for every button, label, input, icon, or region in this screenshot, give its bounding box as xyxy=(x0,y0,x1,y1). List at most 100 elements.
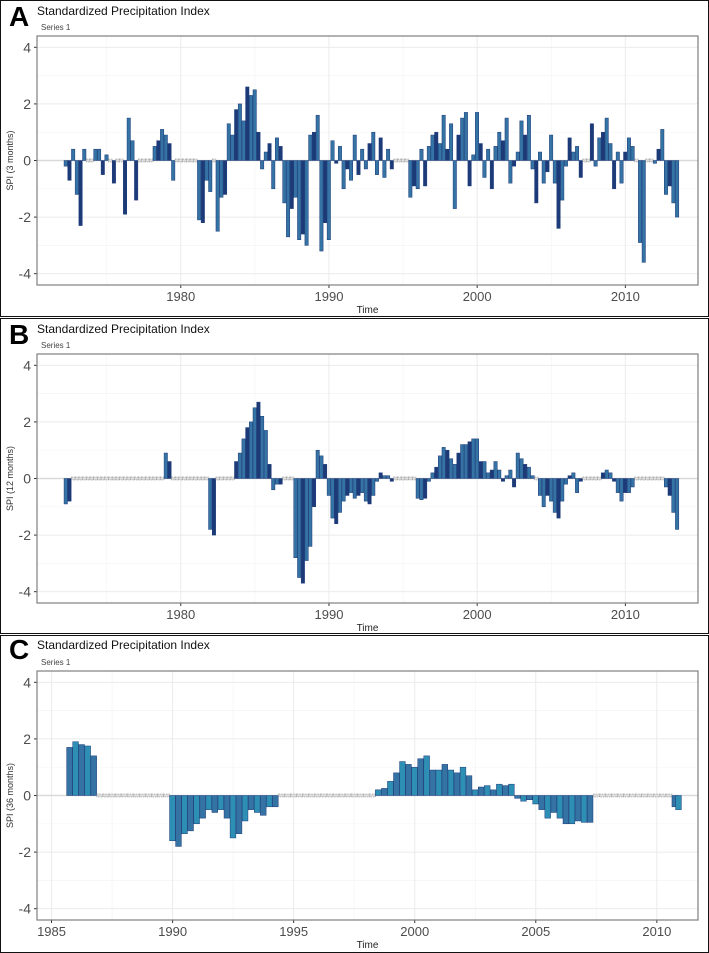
zero-bar xyxy=(163,793,170,798)
zero-bar xyxy=(71,476,76,481)
zero-bar xyxy=(74,476,80,481)
spi-bar xyxy=(526,795,533,800)
spi-chart-a: 1980 1990 2000 2010 4 2 0 -2 -4 Time SPI (3 months… xyxy=(5,35,699,316)
spi-bar xyxy=(278,478,283,485)
spi-bar xyxy=(319,455,324,479)
spi-bar xyxy=(405,764,412,796)
zero-bar xyxy=(284,793,291,798)
zero-bar xyxy=(656,476,661,481)
spi-bar xyxy=(482,461,487,479)
spi-bar xyxy=(449,458,454,479)
zero-bar xyxy=(652,476,658,481)
zero-bar xyxy=(665,793,673,798)
spi-bar xyxy=(467,160,472,187)
spi-bar xyxy=(619,478,624,502)
spi-bar xyxy=(550,795,557,813)
spi-bar xyxy=(630,478,635,488)
spi-bar xyxy=(387,781,394,796)
zero-bar xyxy=(408,476,413,481)
zero-bar xyxy=(97,476,102,481)
spi-bar xyxy=(341,160,346,190)
spi-bar xyxy=(526,114,531,161)
spi-bar xyxy=(297,478,302,578)
spi-bar xyxy=(441,764,448,796)
spi-bar xyxy=(175,795,182,847)
zero-bar xyxy=(104,476,109,481)
spi-bar xyxy=(586,795,594,823)
zero-bar xyxy=(400,476,406,481)
spi-bar xyxy=(549,478,554,502)
spi-bar xyxy=(545,160,550,173)
spi-bar xyxy=(315,449,320,479)
x-tick-label: 2005 xyxy=(521,924,550,939)
plot-frame xyxy=(36,670,699,921)
spi-bar xyxy=(538,478,542,496)
spi-bar xyxy=(274,137,279,161)
spi-bar xyxy=(441,447,446,479)
spi-bar xyxy=(371,478,376,496)
panel-c: 1985 1990 1995 2000 2005 2010 4 2 0 -2 -4 Time SPI (… xyxy=(0,634,709,953)
spi-bar xyxy=(552,478,557,513)
zero-bar xyxy=(119,476,124,481)
zero-bar xyxy=(660,476,665,481)
spi-bar xyxy=(282,160,287,204)
spi-bar xyxy=(289,160,294,209)
spi-bar xyxy=(478,143,483,161)
spi-bar xyxy=(386,148,391,161)
zero-bar xyxy=(148,476,154,481)
zero-bar xyxy=(350,793,358,798)
zero-bar xyxy=(82,476,87,481)
zero-bar xyxy=(119,158,124,163)
spi-bar xyxy=(193,795,200,825)
zero-bar xyxy=(338,793,346,798)
spi-bar xyxy=(312,478,316,508)
panel-label: B xyxy=(9,319,30,350)
spi-bar xyxy=(223,160,228,195)
spi-bar xyxy=(484,785,491,796)
spi-bar xyxy=(508,160,513,184)
y-tick-label: 2 xyxy=(23,731,31,747)
spi-bar xyxy=(534,160,539,204)
spi-bar xyxy=(623,151,628,161)
spi-bar xyxy=(378,472,383,479)
zero-bar xyxy=(219,476,224,481)
spi-bar xyxy=(199,795,206,819)
spi-bar xyxy=(478,786,485,796)
spi-bar xyxy=(493,461,498,479)
zero-bar xyxy=(189,158,195,163)
spi-bar xyxy=(541,160,546,184)
zero-bar xyxy=(641,476,647,481)
spi-bar xyxy=(197,160,202,221)
spi-bar xyxy=(447,769,455,796)
plot-frame xyxy=(36,353,699,604)
spi-bar xyxy=(271,478,276,491)
spi-bar xyxy=(493,146,498,161)
spi-bar xyxy=(463,112,468,161)
spi-bar xyxy=(445,449,450,479)
zero-bar xyxy=(89,158,94,163)
zero-bar xyxy=(326,793,334,798)
spi-bar xyxy=(675,160,680,218)
spi-bar xyxy=(375,160,379,175)
x-tick-label: 1980 xyxy=(166,607,195,622)
zero-bar xyxy=(653,793,661,798)
zero-bar xyxy=(200,476,206,481)
zero-bar xyxy=(123,476,128,481)
zero-bar xyxy=(592,793,600,798)
zero-bar xyxy=(141,476,146,481)
zero-bar xyxy=(278,793,285,798)
spi-bar xyxy=(187,795,194,832)
spi-bar xyxy=(630,146,635,161)
spi-bar xyxy=(360,148,365,161)
spi-bar xyxy=(538,795,545,810)
x-axis-label: Time xyxy=(357,305,379,316)
zero-bar xyxy=(132,793,140,798)
spi-bar xyxy=(323,160,328,223)
spi-bar xyxy=(104,154,109,161)
spi-bar xyxy=(356,160,361,175)
spi-bar xyxy=(532,795,539,805)
spi-bar xyxy=(429,769,436,796)
spi-bar xyxy=(589,123,594,161)
spi-bar xyxy=(215,160,220,232)
spi-bar xyxy=(204,160,209,181)
